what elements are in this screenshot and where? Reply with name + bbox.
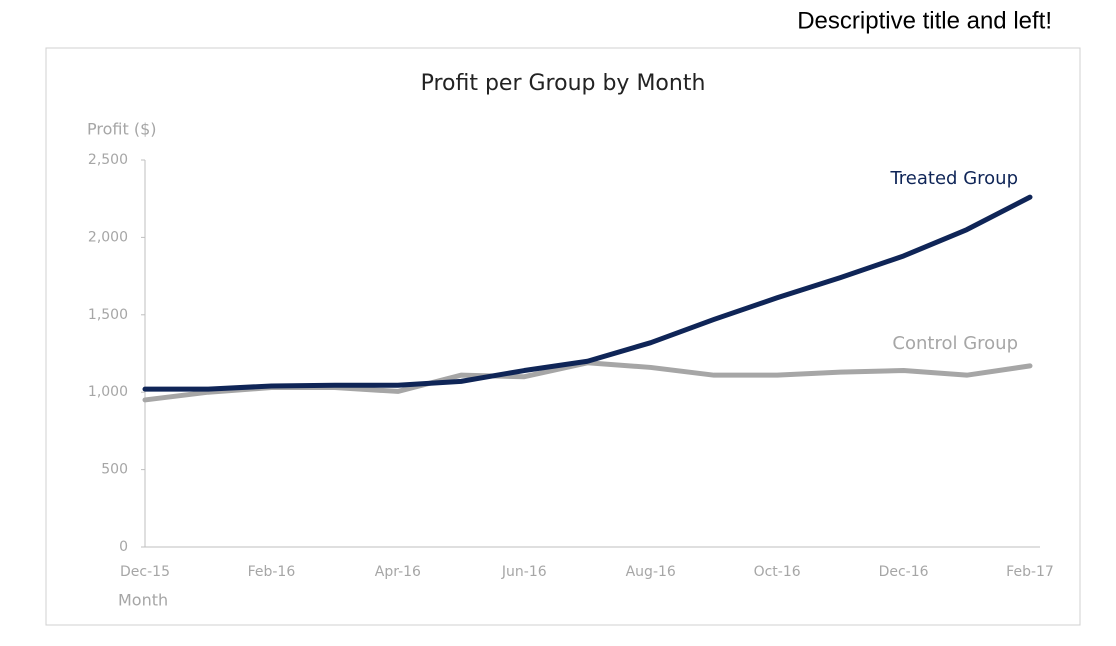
y-tick-label: 1,500	[88, 307, 128, 323]
chart-title: Profit per Group by Month	[421, 71, 706, 96]
x-tick-label: Dec-16	[879, 564, 929, 580]
series-label: Control Group	[892, 333, 1018, 354]
y-tick-label: 0	[119, 539, 128, 555]
x-tick-label: Dec-15	[120, 564, 170, 580]
x-tick-label: Aug-16	[626, 564, 676, 580]
series-label: Treated Group	[889, 168, 1018, 189]
annotation: Descriptive title and left!	[797, 7, 1052, 34]
y-tick-label: 2,000	[88, 229, 128, 245]
series-line	[142, 194, 1033, 392]
x-tick-label: Apr-16	[375, 564, 421, 580]
chart-border	[45, 47, 1081, 626]
y-axis-label: Profit ($)	[87, 120, 156, 139]
x-tick-label: Jun-16	[501, 564, 547, 580]
x-axis-label: Month	[118, 591, 168, 610]
y-tick-label: 2,500	[88, 152, 128, 168]
x-tick-label: Feb-17	[1006, 564, 1054, 580]
y-tick-label: 1,000	[88, 384, 128, 400]
x-tick-label: Oct-16	[754, 564, 801, 580]
x-tick-label: Feb-16	[248, 564, 296, 580]
y-tick-label: 500	[101, 462, 128, 478]
